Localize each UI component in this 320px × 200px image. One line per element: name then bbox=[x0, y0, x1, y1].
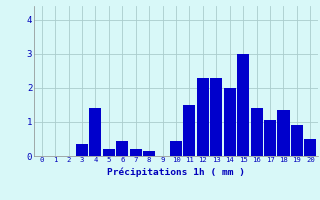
Bar bbox=[291, 125, 303, 156]
Bar bbox=[76, 144, 88, 156]
Bar bbox=[237, 54, 249, 156]
Bar bbox=[210, 78, 222, 156]
Bar bbox=[277, 110, 290, 156]
Bar bbox=[224, 88, 236, 156]
Bar bbox=[251, 108, 263, 156]
Bar bbox=[304, 139, 316, 156]
Bar bbox=[130, 149, 142, 156]
Bar bbox=[170, 141, 182, 156]
Bar bbox=[197, 78, 209, 156]
Bar bbox=[116, 141, 128, 156]
Bar bbox=[103, 149, 115, 156]
Bar bbox=[143, 151, 155, 156]
Bar bbox=[89, 108, 101, 156]
X-axis label: Précipitations 1h ( mm ): Précipitations 1h ( mm ) bbox=[107, 168, 245, 177]
Bar bbox=[183, 105, 196, 156]
Bar bbox=[264, 120, 276, 156]
